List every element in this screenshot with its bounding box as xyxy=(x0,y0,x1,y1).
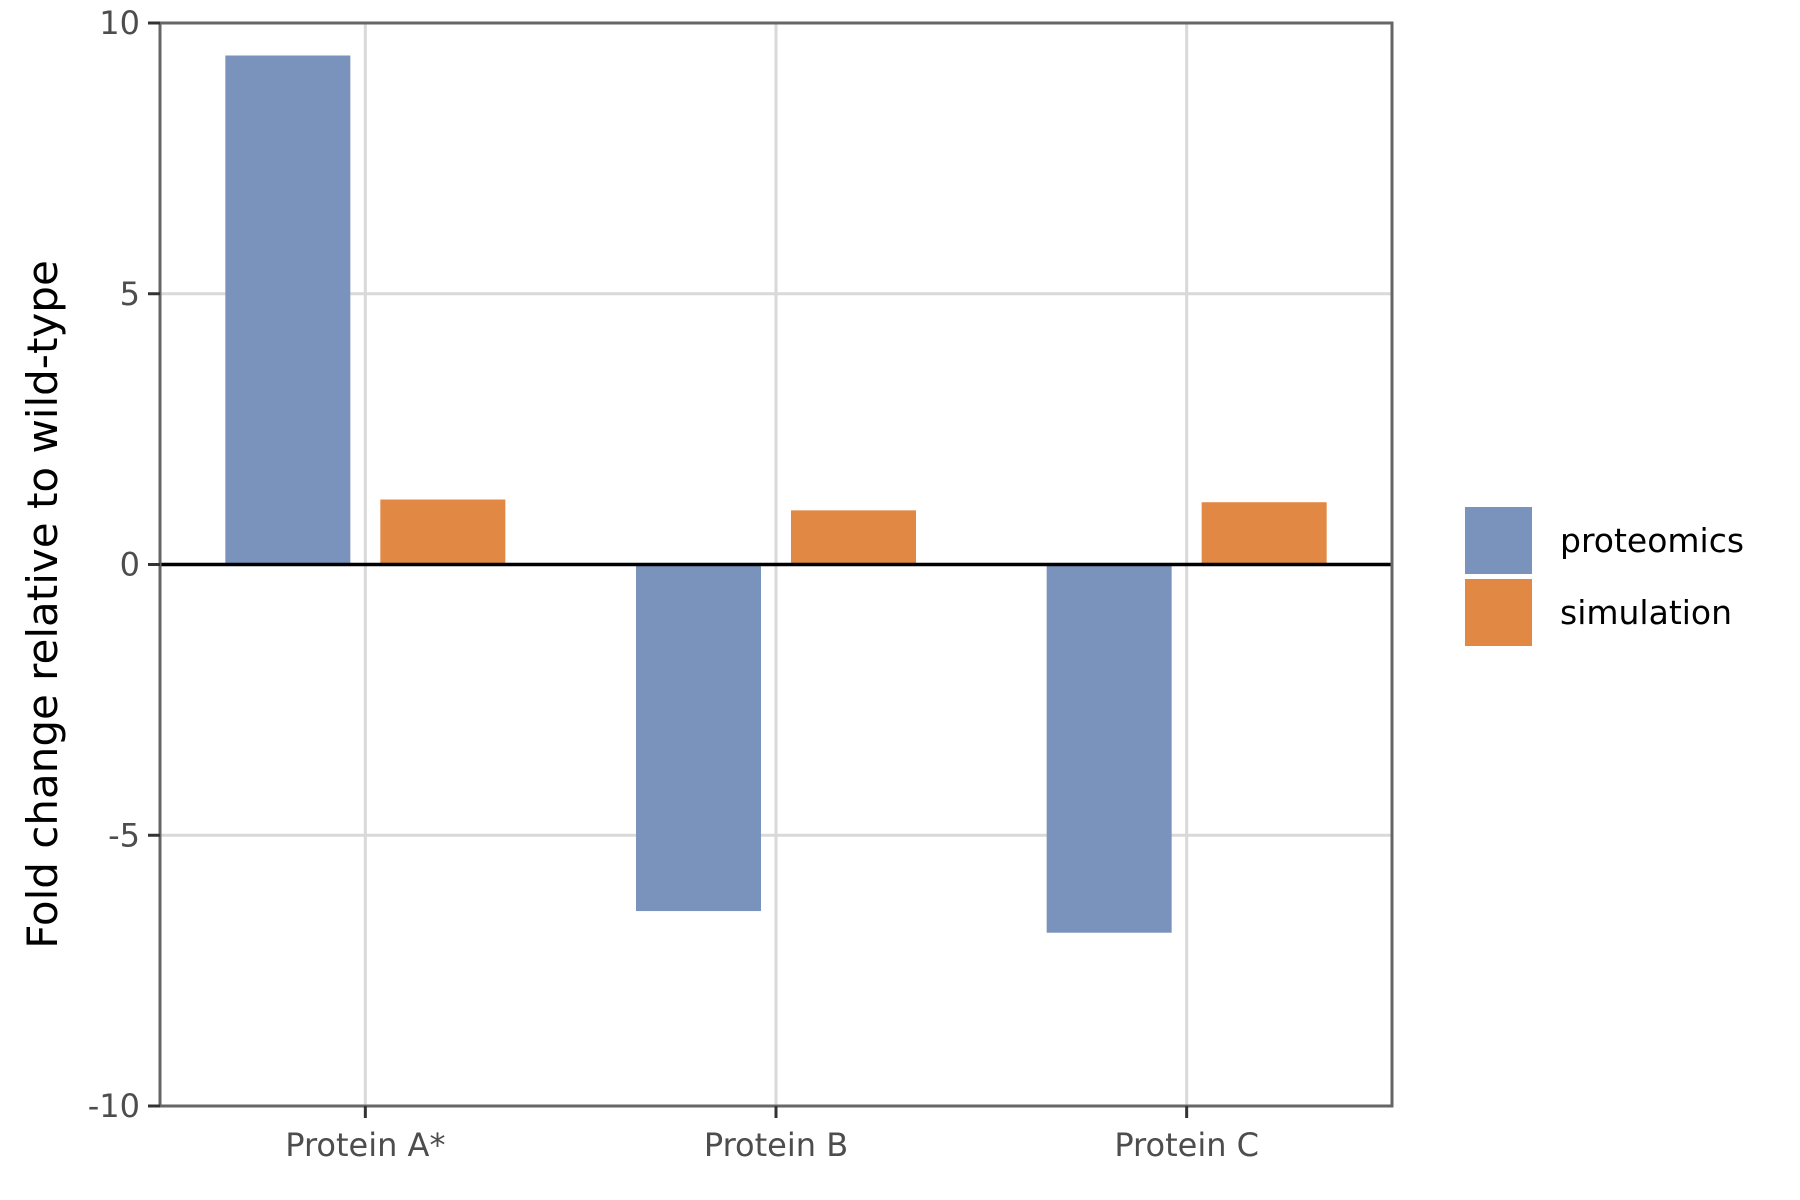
legend-key-proteomics xyxy=(1465,507,1532,574)
x-axis: Protein A* Protein B Protein C xyxy=(285,1106,1259,1164)
bar-proteomics xyxy=(636,564,761,912)
legend-label: simulation xyxy=(1560,593,1732,632)
y-axis-title: Fold change relative to wild-type xyxy=(18,260,67,949)
bar-proteomics xyxy=(1046,564,1172,933)
legend-label: proteomics xyxy=(1560,521,1744,560)
bar-simulation xyxy=(380,499,506,565)
bar-proteomics xyxy=(225,55,351,565)
y-axis: 10 5 0 -5 -10 xyxy=(88,4,160,1125)
x-tick-label: Protein C xyxy=(1114,1126,1259,1164)
y-tick-label: -5 xyxy=(108,816,140,854)
x-tick-label: Protein B xyxy=(704,1126,848,1164)
y-tick-label: 0 xyxy=(120,546,140,584)
y-tick-label: -10 xyxy=(88,1087,140,1125)
y-tick-label: 5 xyxy=(120,275,140,313)
y-tick-label: 10 xyxy=(99,4,140,42)
x-tick-label: Protein A* xyxy=(285,1126,445,1164)
legend-key-simulation xyxy=(1465,579,1532,646)
legend: proteomics simulation xyxy=(1465,507,1744,646)
bar-simulation xyxy=(1201,502,1327,565)
bars xyxy=(225,55,1327,933)
bar-simulation xyxy=(791,510,916,565)
